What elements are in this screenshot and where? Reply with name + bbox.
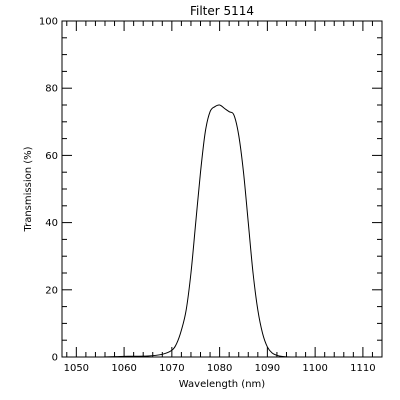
x-tick-label: 1110 [350, 363, 375, 374]
x-tick-label: 1050 [64, 363, 89, 374]
x-tick-label: 1070 [159, 363, 184, 374]
y-tick-labels: 0 20 40 60 80 100 [39, 17, 58, 364]
y-axis-title: Transmission (%) [23, 146, 34, 232]
y-tick-label: 40 [45, 218, 58, 229]
y-tick-label: 20 [45, 285, 58, 296]
x-axis-title: Wavelength (nm) [179, 379, 265, 390]
x-tick-label: 1080 [207, 363, 232, 374]
x-tick-label: 1100 [302, 363, 327, 374]
x-tick-label: 1090 [255, 363, 280, 374]
y-tick-label: 100 [39, 17, 58, 28]
axis-ticks [62, 20, 383, 358]
y-tick-label: 0 [52, 353, 58, 364]
x-tick-label: 1060 [111, 363, 136, 374]
y-tick-label: 80 [45, 84, 58, 95]
y-tick-label: 60 [45, 151, 58, 162]
plot-frame [61, 20, 383, 358]
x-tick-labels: 1050 1060 1070 1080 1090 1100 1110 [64, 363, 376, 374]
transmission-curve [66, 104, 378, 358]
chart-title: Filter 5114 [190, 4, 254, 18]
